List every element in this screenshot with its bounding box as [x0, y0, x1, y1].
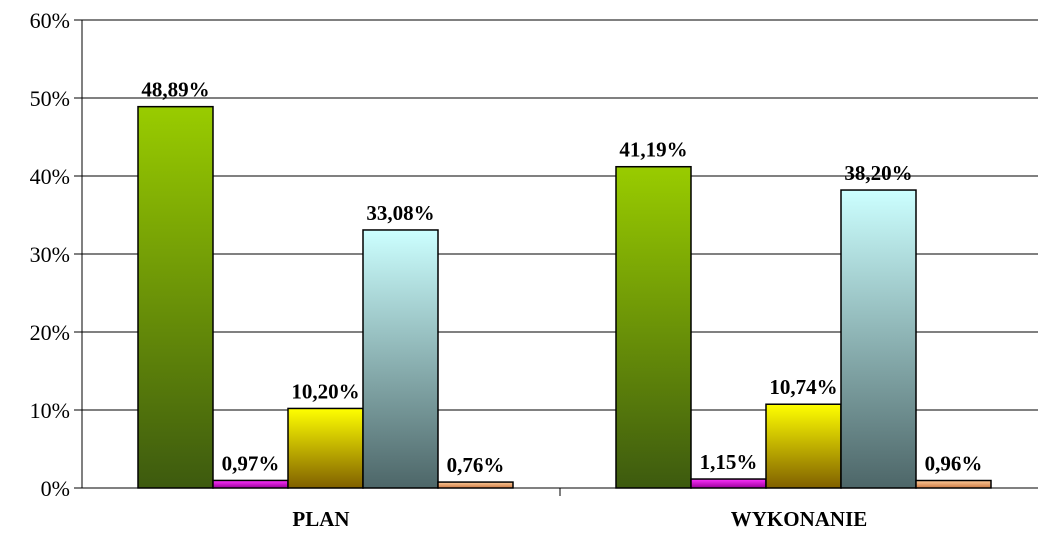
y-tick-label: 50% — [30, 86, 70, 111]
bar — [137, 105, 214, 489]
data-label: 0,96% — [925, 452, 983, 476]
data-label: 0,76% — [447, 453, 505, 477]
y-tick-label: 10% — [30, 398, 70, 423]
bar — [615, 165, 692, 489]
data-label: 1,15% — [700, 450, 758, 474]
category-labels: PLAN WYKONANIE — [292, 507, 867, 531]
data-label: 33,08% — [366, 201, 434, 225]
data-label: 38,20% — [844, 161, 912, 185]
y-axis-ticks: 0% 10% 20% 30% 40% 50% 60% — [30, 8, 82, 501]
y-tick-label: 20% — [30, 320, 70, 345]
y-tick-label: 40% — [30, 164, 70, 189]
data-label: 0,97% — [222, 451, 280, 475]
data-label: 10,20% — [291, 379, 359, 403]
bar — [840, 189, 917, 489]
bar — [287, 407, 364, 489]
bar — [915, 479, 992, 489]
data-labels: 48,89% 0,97% 10,20% 33,08% 0,76% 41,19% 1,15% 1… — [141, 78, 982, 477]
y-tick-label: 30% — [30, 242, 70, 267]
data-label: 48,89% — [141, 78, 209, 102]
bar — [765, 403, 842, 489]
bar — [690, 478, 767, 489]
bar — [437, 481, 514, 489]
category-label: PLAN — [292, 507, 349, 531]
data-label: 41,19% — [619, 138, 687, 162]
y-tick-label: 0% — [41, 476, 70, 501]
category-label: WYKONANIE — [731, 507, 868, 531]
y-tick-label: 60% — [30, 8, 70, 33]
bar — [212, 479, 289, 489]
axes — [81, 20, 1038, 496]
bar — [362, 229, 439, 489]
data-label: 10,74% — [769, 375, 837, 399]
bars — [137, 105, 992, 489]
